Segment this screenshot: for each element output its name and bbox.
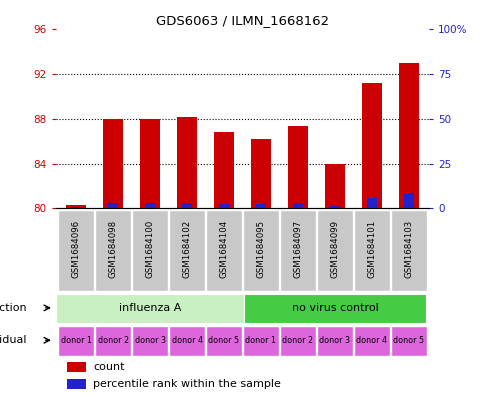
Bar <box>398 63 418 208</box>
Bar <box>103 119 123 208</box>
Bar <box>56 294 243 323</box>
Bar <box>390 210 426 291</box>
Bar <box>366 198 377 208</box>
Bar <box>329 206 339 208</box>
Text: donor 5: donor 5 <box>208 336 239 345</box>
Text: percentile rank within the sample: percentile rank within the sample <box>93 379 280 389</box>
Bar <box>182 203 192 208</box>
Bar <box>255 204 266 208</box>
Text: GSM1684104: GSM1684104 <box>219 220 228 278</box>
Text: donor 2: donor 2 <box>97 336 128 345</box>
Text: donor 4: donor 4 <box>356 336 387 345</box>
Bar <box>66 206 86 208</box>
Bar <box>390 325 426 356</box>
Bar <box>287 126 307 208</box>
Text: GSM1684099: GSM1684099 <box>330 220 339 278</box>
Text: GSM1684098: GSM1684098 <box>108 220 117 278</box>
Bar <box>95 325 131 356</box>
Bar <box>132 210 167 291</box>
Text: count: count <box>93 362 124 372</box>
Bar <box>169 210 204 291</box>
Text: GSM1684097: GSM1684097 <box>293 220 302 278</box>
Bar <box>250 139 271 208</box>
Bar <box>213 132 234 208</box>
Text: GSM1684103: GSM1684103 <box>404 220 412 278</box>
Bar <box>243 294 424 323</box>
Text: GSM1684102: GSM1684102 <box>182 220 191 278</box>
Text: individual: individual <box>0 335 26 345</box>
Bar <box>71 207 81 208</box>
Bar <box>317 325 352 356</box>
Bar <box>132 325 167 356</box>
Text: donor 3: donor 3 <box>319 336 350 345</box>
Text: donor 3: donor 3 <box>134 336 165 345</box>
Bar <box>145 203 155 208</box>
Bar <box>292 203 302 208</box>
Bar <box>324 163 345 208</box>
Bar <box>243 325 278 356</box>
Bar <box>58 210 94 291</box>
Bar <box>317 210 352 291</box>
Bar <box>139 119 160 208</box>
Bar <box>58 325 94 356</box>
Title: GDS6063 / ILMN_1668162: GDS6063 / ILMN_1668162 <box>156 14 328 27</box>
Text: GSM1684100: GSM1684100 <box>145 220 154 278</box>
Bar <box>206 210 241 291</box>
Text: donor 2: donor 2 <box>282 336 313 345</box>
Bar <box>403 193 413 208</box>
Text: infection: infection <box>0 303 26 313</box>
Bar <box>67 362 86 373</box>
Bar <box>280 325 315 356</box>
Bar <box>206 325 241 356</box>
Text: donor 1: donor 1 <box>245 336 276 345</box>
Bar <box>243 210 278 291</box>
Bar <box>107 203 118 208</box>
Bar <box>361 83 381 208</box>
Bar <box>67 379 86 389</box>
Bar <box>280 210 315 291</box>
Text: GSM1684096: GSM1684096 <box>72 220 80 278</box>
Bar <box>218 204 229 208</box>
Text: no virus control: no virus control <box>291 303 378 313</box>
Bar <box>177 117 197 208</box>
Text: donor 1: donor 1 <box>60 336 91 345</box>
Bar <box>353 210 389 291</box>
Bar <box>169 325 204 356</box>
Text: GSM1684095: GSM1684095 <box>256 220 265 278</box>
Text: donor 5: donor 5 <box>393 336 424 345</box>
Text: influenza A: influenza A <box>119 303 181 313</box>
Bar <box>353 325 389 356</box>
Bar <box>95 210 131 291</box>
Text: GSM1684101: GSM1684101 <box>367 220 376 278</box>
Text: donor 4: donor 4 <box>171 336 202 345</box>
